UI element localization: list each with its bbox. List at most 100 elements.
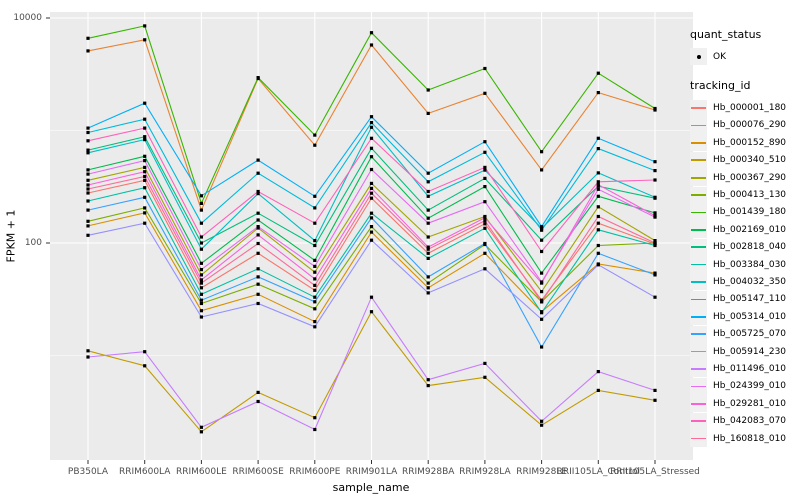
legend-item-label: Hb_024399_010 — [713, 381, 787, 392]
data-point — [483, 222, 487, 226]
legend-item-tracking: Hb_160818_010 — [690, 430, 798, 447]
data-point — [426, 281, 430, 285]
x-tick-label: PB350LA — [67, 467, 109, 477]
data-point — [426, 275, 430, 279]
legend-item-label: Hb_004032_350 — [713, 276, 787, 287]
legend-item-label: Hb_002169_010 — [713, 224, 787, 235]
legend-item-tracking: Hb_000152_890 — [690, 134, 798, 152]
legend-item-tracking: Hb_001439_180 — [690, 203, 798, 221]
data-point — [596, 136, 600, 140]
legend-key-box — [690, 203, 707, 221]
data-point — [143, 24, 147, 28]
x-tick-label: RRIM600LE — [175, 467, 227, 477]
data-point — [369, 225, 374, 229]
data-point — [199, 261, 203, 265]
data-point — [86, 219, 90, 223]
data-point — [483, 375, 487, 379]
legend-item-label: Hb_005914_230 — [713, 346, 787, 357]
legend-item-label: Hb_005147_110 — [713, 294, 787, 305]
data-point — [256, 399, 260, 404]
data-point — [256, 251, 260, 255]
data-point — [256, 267, 260, 271]
data-point — [313, 288, 317, 292]
data-point — [143, 211, 147, 215]
legend-item-tracking: Hb_005725_070 — [690, 325, 798, 343]
data-point — [596, 91, 600, 95]
legend-item-label: Hb_000413_130 — [713, 190, 787, 201]
data-point — [313, 206, 317, 210]
data-point — [483, 361, 487, 365]
data-point — [199, 208, 203, 212]
data-point — [483, 200, 487, 204]
data-point — [143, 117, 147, 121]
data-point — [653, 214, 657, 218]
data-point — [143, 364, 147, 368]
data-point — [86, 178, 90, 182]
legend-item-label: Hb_002818_040 — [713, 242, 787, 253]
data-point — [256, 218, 260, 222]
legend-item-label: Hb_000076_290 — [713, 120, 787, 131]
x-tick-label: RRIM901LA — [345, 467, 398, 477]
data-point — [143, 206, 147, 210]
data-point — [86, 187, 90, 191]
data-point — [369, 136, 374, 140]
legend-item-tracking: Hb_002818_040 — [690, 238, 798, 256]
data-point — [483, 91, 487, 95]
data-point — [653, 271, 657, 275]
data-point — [369, 43, 374, 47]
legend-key-line-icon — [691, 159, 706, 162]
data-point — [86, 183, 90, 187]
data-point — [369, 31, 374, 35]
data-point — [313, 320, 317, 324]
legend-key-line-icon — [691, 333, 706, 336]
data-point — [426, 378, 430, 382]
data-point — [596, 187, 600, 191]
data-point — [426, 235, 430, 239]
data-point — [199, 286, 203, 290]
data-point — [653, 160, 657, 164]
data-point — [313, 277, 317, 281]
legend-item-label: Hb_160818_010 — [713, 433, 787, 444]
data-point — [426, 384, 430, 388]
data-point — [256, 275, 260, 279]
x-tick-label: RRIM600SE — [232, 467, 284, 477]
legend-key-box — [690, 169, 707, 187]
x-tick-label: RRIM600PE — [289, 467, 341, 477]
legend-title-quant-status: quant_status — [690, 28, 762, 41]
legend-key-box — [690, 151, 707, 169]
data-point — [653, 169, 657, 173]
data-point — [256, 282, 260, 286]
data-point — [540, 317, 544, 321]
legend-item-label: Hb_001439_180 — [713, 207, 787, 218]
data-point — [426, 208, 430, 212]
data-point — [540, 238, 544, 242]
data-point — [596, 221, 600, 225]
data-point — [86, 208, 90, 212]
data-point — [256, 390, 260, 394]
data-point — [86, 148, 90, 152]
legend-key-line-icon — [691, 298, 706, 301]
data-point — [199, 292, 203, 296]
x-tick-label: RRIM600LA — [118, 467, 171, 477]
data-point — [426, 286, 430, 290]
legend-item-tracking: Hb_042083_070 — [690, 412, 798, 430]
data-point — [653, 388, 657, 392]
data-point — [199, 281, 203, 285]
data-point — [540, 150, 544, 154]
data-point — [540, 423, 544, 427]
data-point — [143, 174, 147, 179]
legend-title-tracking-id: tracking_id — [690, 79, 751, 93]
legend-key-box — [690, 343, 707, 361]
data-point — [143, 195, 147, 199]
data-point — [199, 273, 203, 277]
data-point — [596, 183, 600, 187]
data-point — [313, 243, 317, 248]
legend-item-label: Hb_000001_180 — [713, 103, 787, 114]
legend-key-box — [690, 116, 707, 134]
legend-item-tracking: Hb_011496_010 — [690, 360, 798, 378]
data-point — [540, 226, 544, 230]
y-tick-label: 10000 — [13, 12, 42, 23]
data-point — [426, 180, 430, 184]
data-point — [199, 278, 203, 282]
data-point — [483, 216, 487, 220]
